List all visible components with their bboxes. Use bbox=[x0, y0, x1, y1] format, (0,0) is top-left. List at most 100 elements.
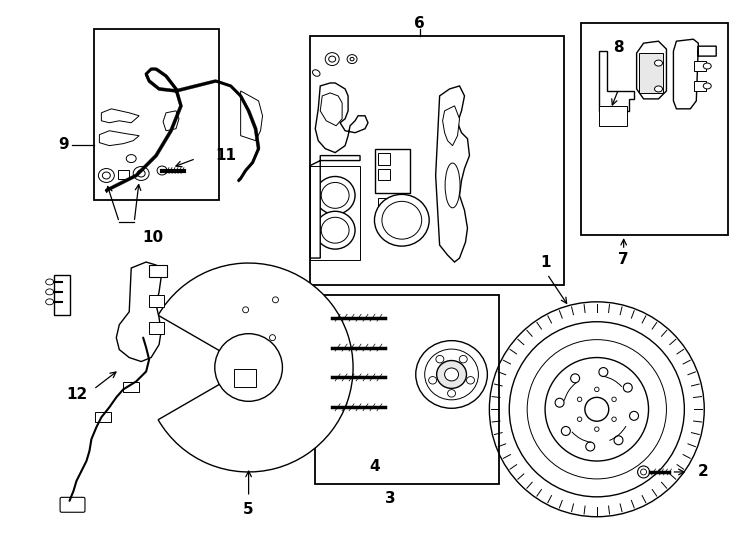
Bar bbox=[95, 29, 219, 200]
Ellipse shape bbox=[445, 163, 460, 208]
Bar bbox=[118, 170, 129, 179]
Ellipse shape bbox=[329, 56, 335, 62]
Text: 11: 11 bbox=[216, 148, 237, 163]
Text: 8: 8 bbox=[614, 39, 624, 55]
Polygon shape bbox=[436, 86, 470, 262]
Ellipse shape bbox=[321, 183, 349, 208]
Polygon shape bbox=[443, 106, 459, 146]
Ellipse shape bbox=[586, 442, 595, 451]
Text: 1: 1 bbox=[539, 254, 550, 269]
Ellipse shape bbox=[316, 177, 355, 214]
Ellipse shape bbox=[319, 372, 333, 383]
Polygon shape bbox=[163, 111, 179, 131]
Ellipse shape bbox=[562, 427, 570, 435]
Ellipse shape bbox=[578, 397, 582, 402]
Wedge shape bbox=[158, 263, 353, 472]
Ellipse shape bbox=[382, 201, 422, 239]
Ellipse shape bbox=[614, 436, 623, 445]
Bar bbox=[149, 322, 164, 334]
Ellipse shape bbox=[599, 368, 608, 376]
Ellipse shape bbox=[272, 297, 278, 303]
Ellipse shape bbox=[374, 194, 429, 246]
Ellipse shape bbox=[98, 168, 115, 183]
Ellipse shape bbox=[490, 302, 704, 517]
Ellipse shape bbox=[137, 170, 145, 177]
Ellipse shape bbox=[46, 299, 54, 305]
Bar bbox=[694, 81, 706, 91]
Polygon shape bbox=[116, 262, 161, 361]
Polygon shape bbox=[54, 275, 70, 315]
Bar bbox=[123, 382, 139, 393]
Ellipse shape bbox=[509, 322, 684, 497]
Polygon shape bbox=[316, 83, 368, 153]
Ellipse shape bbox=[321, 217, 349, 243]
Ellipse shape bbox=[527, 340, 666, 479]
Polygon shape bbox=[320, 93, 342, 126]
Ellipse shape bbox=[319, 401, 333, 413]
Ellipse shape bbox=[319, 312, 333, 323]
Polygon shape bbox=[599, 51, 633, 111]
Bar bbox=[378, 198, 396, 206]
Bar bbox=[694, 61, 706, 71]
Ellipse shape bbox=[655, 86, 663, 92]
Ellipse shape bbox=[316, 211, 355, 249]
Ellipse shape bbox=[157, 166, 167, 175]
Bar bbox=[316, 295, 499, 484]
Bar bbox=[375, 148, 410, 193]
Ellipse shape bbox=[445, 368, 459, 381]
Ellipse shape bbox=[612, 397, 617, 402]
Ellipse shape bbox=[448, 390, 456, 397]
Ellipse shape bbox=[46, 279, 54, 285]
Ellipse shape bbox=[313, 70, 320, 76]
Ellipse shape bbox=[703, 63, 711, 69]
Ellipse shape bbox=[321, 404, 329, 410]
Ellipse shape bbox=[425, 349, 479, 400]
Ellipse shape bbox=[655, 60, 663, 66]
Text: 10: 10 bbox=[142, 230, 164, 245]
Ellipse shape bbox=[321, 374, 329, 380]
Ellipse shape bbox=[595, 387, 599, 392]
Text: 6: 6 bbox=[415, 16, 425, 31]
Ellipse shape bbox=[555, 398, 564, 407]
Polygon shape bbox=[673, 39, 716, 109]
Text: 9: 9 bbox=[58, 137, 68, 152]
Ellipse shape bbox=[347, 55, 357, 64]
Ellipse shape bbox=[641, 469, 647, 475]
Polygon shape bbox=[310, 156, 360, 258]
Ellipse shape bbox=[325, 52, 339, 65]
Bar bbox=[233, 369, 255, 387]
Ellipse shape bbox=[269, 335, 275, 341]
Ellipse shape bbox=[46, 289, 54, 295]
Ellipse shape bbox=[384, 211, 396, 219]
Polygon shape bbox=[99, 131, 139, 146]
Text: 7: 7 bbox=[618, 252, 629, 267]
Ellipse shape bbox=[319, 342, 333, 354]
Ellipse shape bbox=[243, 307, 249, 313]
Polygon shape bbox=[636, 41, 666, 99]
Bar bbox=[310, 166, 360, 260]
Ellipse shape bbox=[578, 417, 582, 421]
Polygon shape bbox=[241, 91, 263, 140]
Ellipse shape bbox=[321, 315, 329, 321]
Bar bbox=[599, 106, 627, 126]
Bar bbox=[149, 265, 167, 277]
Ellipse shape bbox=[703, 83, 711, 89]
Ellipse shape bbox=[437, 361, 467, 388]
Ellipse shape bbox=[321, 345, 329, 350]
Ellipse shape bbox=[630, 411, 639, 420]
Bar bbox=[581, 23, 728, 235]
Ellipse shape bbox=[467, 376, 474, 384]
Ellipse shape bbox=[595, 427, 599, 431]
Ellipse shape bbox=[612, 417, 617, 421]
Text: 2: 2 bbox=[697, 464, 708, 480]
Ellipse shape bbox=[102, 172, 110, 179]
Polygon shape bbox=[133, 268, 159, 315]
Ellipse shape bbox=[350, 57, 354, 61]
Bar bbox=[95, 412, 112, 422]
Ellipse shape bbox=[215, 334, 283, 401]
Bar bbox=[378, 168, 390, 180]
Ellipse shape bbox=[133, 166, 149, 180]
Ellipse shape bbox=[142, 285, 154, 295]
Ellipse shape bbox=[585, 397, 608, 421]
Ellipse shape bbox=[623, 383, 632, 392]
